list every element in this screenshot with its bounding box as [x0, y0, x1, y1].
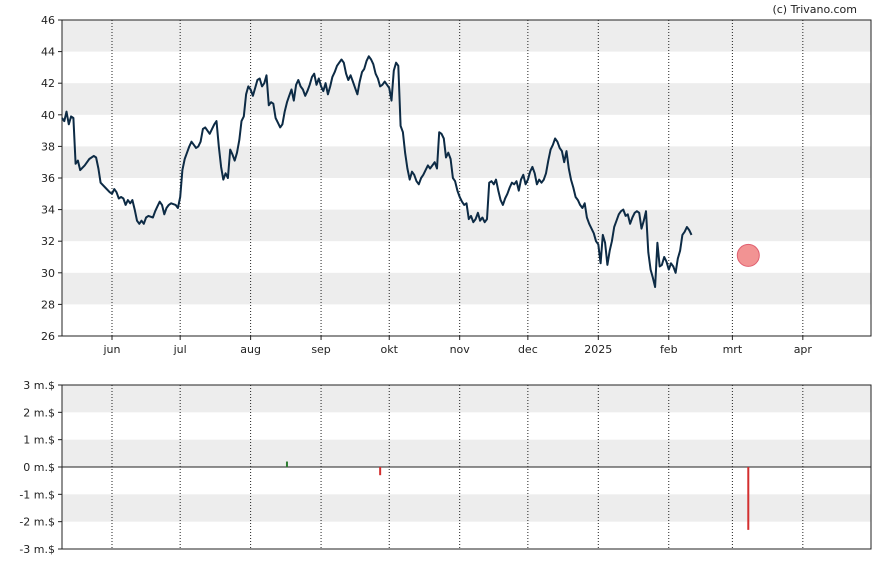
y-tick-label: 32: [41, 235, 55, 248]
y-tick-label: 36: [41, 172, 55, 185]
y-tick-label: -3 m.$: [19, 543, 55, 556]
grid-band: [62, 209, 871, 242]
x-tick-label: apr: [794, 343, 813, 356]
y-tick-label: -1 m.$: [19, 488, 55, 501]
price-chart-marker-layer: [736, 243, 760, 267]
y-tick-label: 2 m.$: [23, 406, 55, 419]
volume-chart-bars: [285, 461, 750, 530]
highlight-marker: [736, 243, 760, 267]
x-tick-label: sep: [311, 343, 330, 356]
x-tick-label: 2025: [584, 343, 612, 356]
y-tick-label: 38: [41, 140, 55, 153]
y-tick-label: 42: [41, 77, 55, 90]
y-tick-label: 44: [41, 46, 55, 59]
x-tick-label: aug: [240, 343, 261, 356]
x-tick-label: jul: [173, 343, 187, 356]
price-chart-line-layer: [61, 55, 693, 288]
price-chart-y-ticks: 46 44 42 40 38 36 34 32 30 28 26: [41, 14, 62, 343]
credit-text: (c) Trivano.com: [772, 3, 857, 16]
volume-chart-bands: [62, 385, 871, 522]
price-chart-bands: [62, 20, 871, 305]
volume-chart-y-ticks: 3 m.$ 2 m.$ 1 m.$ 0 m.$ -1 m.$ -2 m.$ -3 m.$: [19, 379, 62, 556]
x-tick-label: mrt: [723, 343, 743, 356]
y-tick-label: 28: [41, 298, 55, 311]
grid-band: [62, 272, 871, 305]
grid-band: [62, 146, 871, 178]
y-tick-label: 46: [41, 14, 55, 27]
x-tick-label: dec: [518, 343, 538, 356]
y-tick-label: 40: [41, 109, 55, 122]
grid-band: [62, 385, 871, 413]
x-tick-label: jun: [102, 343, 120, 356]
price-line: [61, 55, 693, 288]
y-tick-label: 0 m.$: [23, 461, 55, 474]
y-tick-label: 3 m.$: [23, 379, 55, 392]
y-tick-label: 26: [41, 330, 55, 343]
price-chart-x-ticks: jun jul aug sep okt nov dec 2025 feb mrt apr: [102, 336, 812, 356]
x-tick-label: nov: [450, 343, 471, 356]
grid-band: [62, 439, 871, 467]
y-tick-label: 1 m.$: [23, 434, 55, 447]
y-tick-label: 30: [41, 267, 55, 280]
grid-band: [62, 494, 871, 522]
grid-band: [62, 20, 871, 52]
y-tick-label: 34: [41, 204, 55, 217]
y-tick-label: -2 m.$: [19, 516, 55, 529]
grid-band: [62, 83, 871, 115]
x-tick-label: okt: [381, 343, 399, 356]
x-tick-label: feb: [660, 343, 678, 356]
